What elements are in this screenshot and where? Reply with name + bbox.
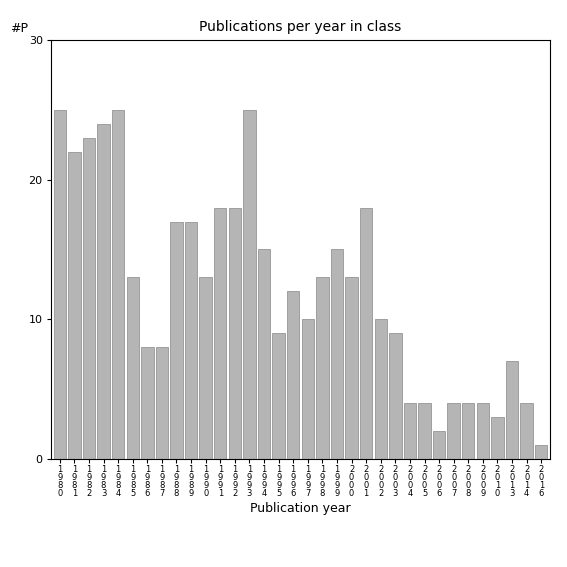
Bar [418, 403, 431, 459]
Bar [141, 348, 154, 459]
Bar [331, 249, 343, 459]
Bar [229, 208, 241, 459]
Bar [433, 431, 445, 459]
Bar [200, 277, 212, 459]
Bar [287, 291, 299, 459]
Title: Publications per year in class: Publications per year in class [200, 20, 401, 35]
Bar [83, 138, 95, 459]
Y-axis label: #P: #P [10, 23, 28, 36]
Bar [491, 417, 503, 459]
Bar [521, 403, 533, 459]
Bar [302, 319, 314, 459]
Bar [243, 109, 256, 459]
Bar [506, 361, 518, 459]
Bar [258, 249, 270, 459]
Bar [447, 403, 460, 459]
Bar [345, 277, 358, 459]
Bar [126, 277, 139, 459]
Bar [360, 208, 373, 459]
Bar [404, 403, 416, 459]
Bar [214, 208, 226, 459]
X-axis label: Publication year: Publication year [250, 502, 351, 515]
Bar [462, 403, 475, 459]
Bar [170, 222, 183, 459]
Bar [389, 333, 401, 459]
Bar [98, 124, 110, 459]
Bar [112, 109, 124, 459]
Bar [156, 348, 168, 459]
Bar [535, 445, 547, 459]
Bar [68, 151, 81, 459]
Bar [272, 333, 285, 459]
Bar [54, 109, 66, 459]
Bar [477, 403, 489, 459]
Bar [316, 277, 329, 459]
Bar [185, 222, 197, 459]
Bar [375, 319, 387, 459]
